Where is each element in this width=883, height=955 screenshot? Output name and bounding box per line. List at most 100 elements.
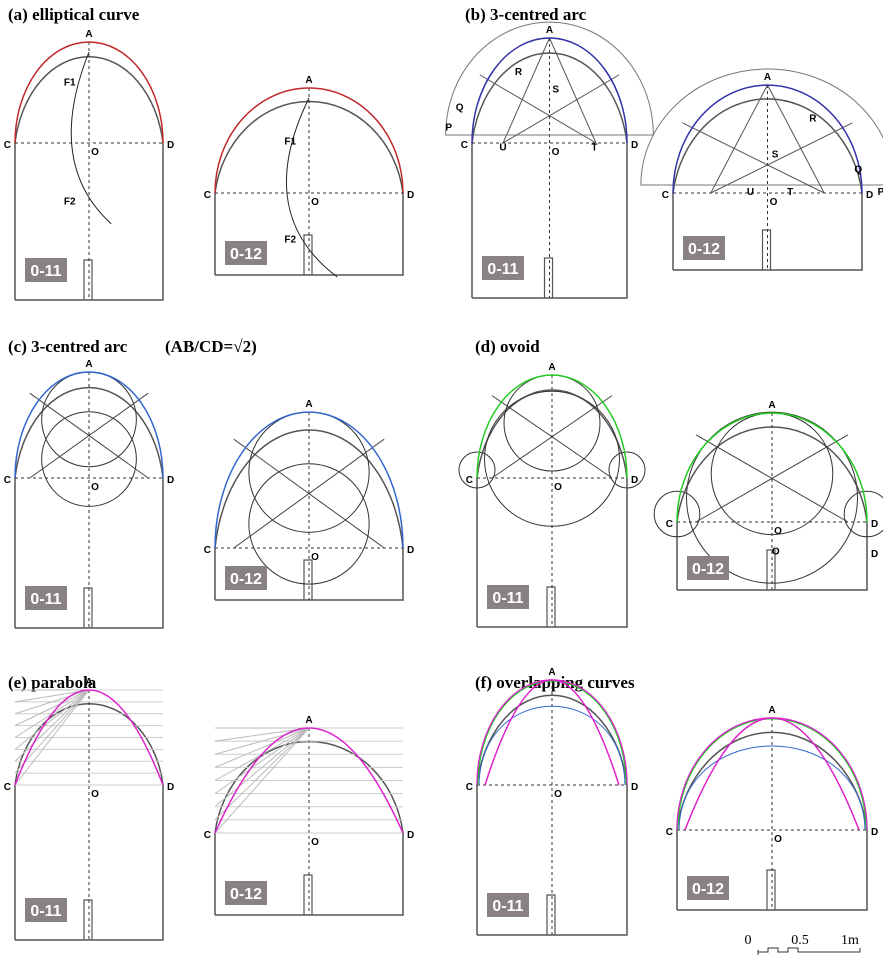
point-label: A: [764, 72, 771, 83]
point-label: R: [515, 67, 523, 78]
panel-title: (c) 3-centred arc: [8, 337, 128, 356]
drain: [304, 875, 312, 915]
point-label: C: [666, 519, 673, 530]
panel-title: (a) elliptical curve: [8, 5, 140, 24]
point-label: P: [445, 122, 452, 133]
tag-label: 0-11: [487, 261, 518, 278]
curve-blue: [679, 746, 865, 830]
point-label: C: [461, 140, 468, 151]
point-label: O: [91, 482, 99, 493]
drain: [767, 870, 775, 910]
point-label: C: [4, 475, 11, 486]
point-label: D: [871, 549, 878, 560]
ray: [15, 690, 89, 749]
drain: [547, 895, 555, 935]
point-label: O: [772, 547, 780, 558]
section: A C D O 0-12: [666, 705, 878, 910]
ray: [15, 690, 89, 773]
scale-label: 1m: [841, 933, 859, 948]
tag-label: 0-12: [230, 886, 262, 903]
section: ACDORSQUTP0-12: [641, 69, 883, 270]
point-label: C: [466, 475, 473, 486]
panel-title: (d) ovoid: [475, 337, 540, 356]
point-label: O: [91, 147, 99, 158]
section: ACDOF1F20-12: [204, 75, 414, 277]
ray: [215, 728, 309, 767]
point-label: D: [631, 475, 638, 486]
point-label: A: [305, 75, 312, 86]
drain: [84, 588, 92, 628]
section: ACDO0-12: [204, 715, 414, 915]
point-label: D: [866, 190, 873, 201]
point-label: T: [787, 187, 793, 198]
point-label: R: [809, 114, 817, 125]
point-label: A: [85, 677, 92, 688]
point-label: U: [499, 142, 506, 153]
point-label: C: [4, 782, 11, 793]
drain: [304, 235, 312, 275]
tag-label: 0-12: [692, 561, 724, 578]
tag-label: 0-11: [30, 591, 61, 608]
tag-label: 0-12: [692, 881, 724, 898]
point-label: D: [167, 475, 174, 486]
point-label: O: [774, 834, 782, 845]
fitted-curve: [215, 88, 403, 193]
curve-green: [478, 681, 626, 785]
section: A C D O 0-11: [4, 359, 174, 628]
chords: [696, 435, 848, 522]
point-label: A: [85, 359, 92, 370]
ray: [215, 728, 309, 820]
point-label: C: [662, 190, 669, 201]
point-label: O: [91, 789, 99, 800]
point-label: C: [4, 140, 11, 151]
point-label: S: [552, 85, 559, 96]
point-label: D: [871, 827, 878, 838]
point-label: A: [768, 705, 775, 716]
point-label: D: [167, 140, 174, 151]
tag-label: 0-12: [230, 246, 262, 263]
point-label: F2: [284, 234, 296, 245]
point-label: A: [85, 29, 92, 40]
tag-label: 0-11: [30, 903, 61, 920]
point-label: A: [768, 400, 775, 411]
drain: [84, 900, 92, 940]
scale-bar: [758, 948, 860, 955]
drain: [545, 258, 553, 298]
scale-label: 0: [745, 933, 752, 948]
point-label: O: [774, 526, 782, 537]
drain: [304, 560, 312, 600]
point-label: C: [204, 545, 211, 556]
point-label: A: [548, 667, 555, 678]
point-label: T: [591, 142, 597, 153]
section: ACDOPQRSUT0-11: [445, 22, 653, 298]
figure: (a) elliptical curveACDOF1F20-11ACDOF1F2…: [0, 0, 883, 955]
point-label: C: [666, 827, 673, 838]
panel-title: (e) parabola: [8, 673, 97, 692]
panel-note: (AB/CD=√2): [165, 337, 257, 356]
point-label: F1: [284, 137, 296, 148]
point-label: D: [167, 782, 174, 793]
point-label: D: [631, 140, 638, 151]
panel-title: (b) 3-centred arc: [465, 5, 587, 24]
tag-label: 0-11: [30, 263, 61, 280]
ray: [215, 728, 309, 794]
point-label: P: [878, 187, 883, 198]
drain: [763, 230, 771, 270]
point-label: O: [311, 837, 319, 848]
drain: [547, 587, 555, 627]
section: A C D O 0-11: [4, 677, 174, 940]
point-label: S: [772, 149, 779, 160]
point-label: A: [305, 715, 312, 726]
point-label: U: [747, 187, 754, 198]
point-label: C: [204, 830, 211, 841]
point-label: F2: [64, 197, 76, 208]
point-label: A: [305, 399, 312, 410]
point-label: O: [552, 147, 560, 158]
point-label: D: [631, 782, 638, 793]
point-label: D: [407, 545, 414, 556]
drain: [84, 260, 92, 300]
tag-label: 0-11: [492, 898, 523, 915]
